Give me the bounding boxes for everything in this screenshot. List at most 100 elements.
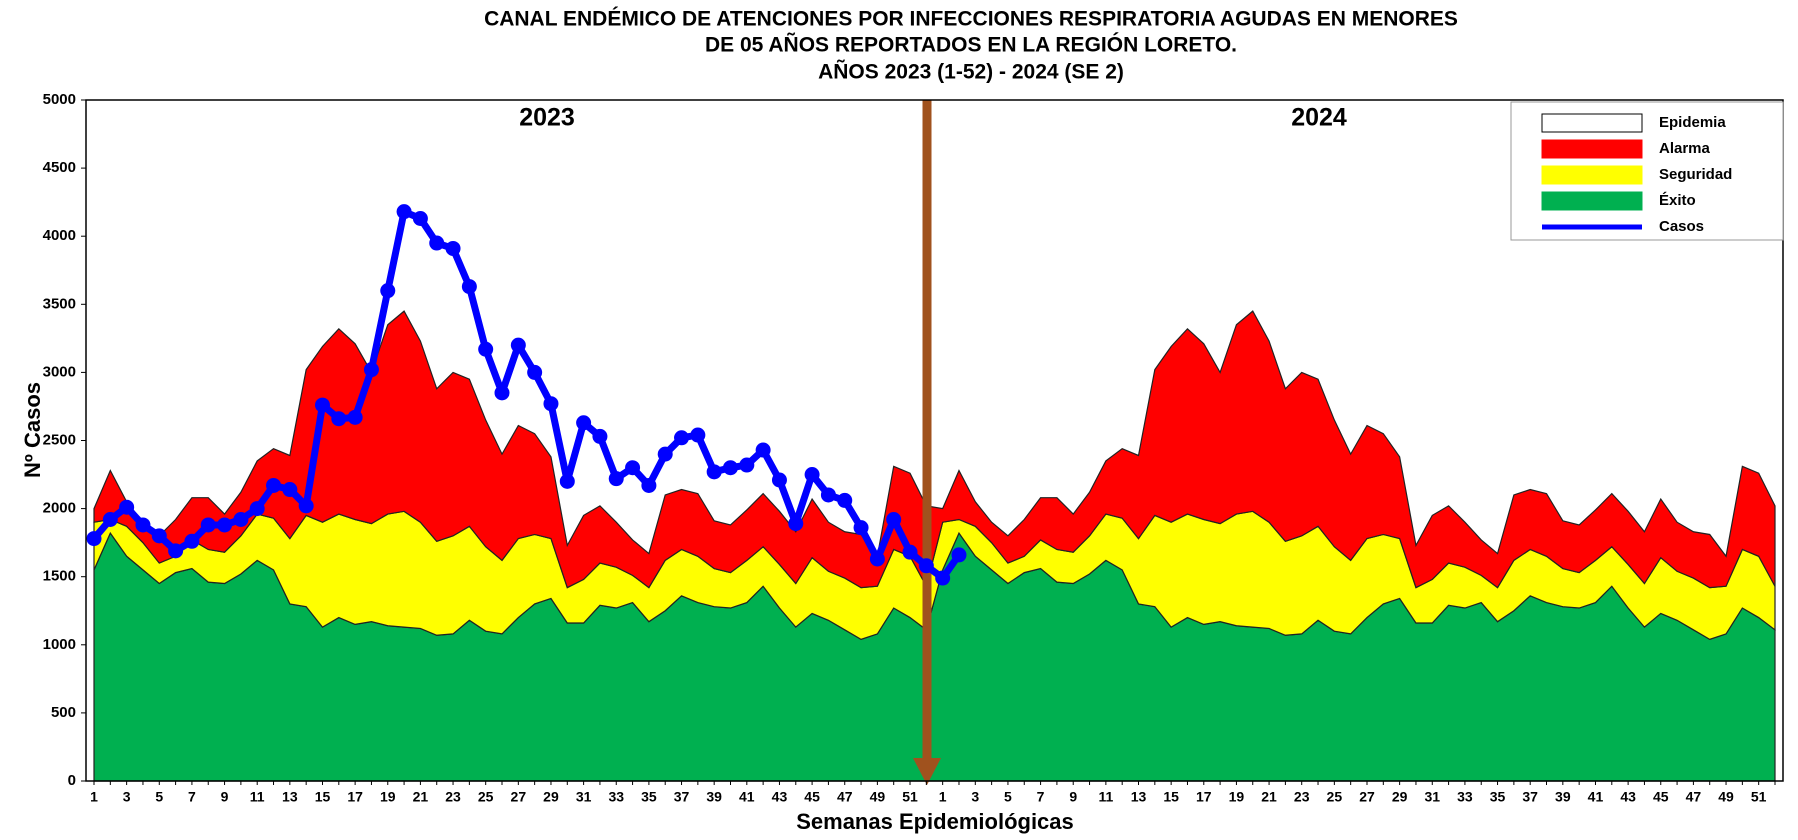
legend-label: Éxito <box>1659 192 1696 209</box>
x-tick-label: 7 <box>188 789 196 805</box>
x-tick-label: 47 <box>1686 789 1702 805</box>
marker <box>559 473 575 489</box>
x-tick-label: 37 <box>1522 789 1538 805</box>
y-tick-label: 5000 <box>43 91 76 108</box>
annotation: 2023 <box>519 104 575 132</box>
y-tick-label: 4000 <box>43 227 76 244</box>
marker <box>363 362 379 378</box>
marker <box>151 528 167 544</box>
marker <box>820 487 836 503</box>
marker <box>837 492 853 508</box>
marker <box>135 517 151 533</box>
x-tick-label: 45 <box>804 789 820 805</box>
x-tick-label: 35 <box>1490 789 1506 805</box>
x-tick-label: 41 <box>1588 789 1604 805</box>
x-tick-label: 25 <box>478 789 494 805</box>
legend-label: Alarma <box>1659 140 1711 157</box>
x-tick-label: 31 <box>1424 789 1440 805</box>
marker <box>690 427 706 443</box>
x-tick-label: 33 <box>608 789 624 805</box>
marker <box>119 499 135 515</box>
x-tick-label: 21 <box>413 789 429 805</box>
x-tick-label: 29 <box>543 789 559 805</box>
x-tick-label: 47 <box>837 789 853 805</box>
legend-label: Seguridad <box>1659 166 1732 183</box>
y-tick-label: 4500 <box>43 159 76 176</box>
x-tick-label: 51 <box>1751 789 1767 805</box>
marker <box>788 516 804 532</box>
legend-label: Casos <box>1659 218 1704 235</box>
marker <box>771 472 787 488</box>
chart-title: DE 05 AÑOS REPORTADOS EN LA REGIÓN LORET… <box>705 33 1237 57</box>
x-tick-label: 5 <box>1004 789 1012 805</box>
x-tick-label: 3 <box>971 789 979 805</box>
x-tick-label: 37 <box>674 789 690 805</box>
x-tick-label: 35 <box>641 789 657 805</box>
marker <box>755 442 771 458</box>
y-tick-label: 2000 <box>43 500 76 517</box>
marker <box>608 471 624 487</box>
x-tick-label: 27 <box>1359 789 1375 805</box>
chart-title: AÑOS 2023 (1-52) - 2024 (SE 2) <box>818 61 1124 84</box>
x-tick-label: 11 <box>1098 789 1113 805</box>
legend-swatch <box>1541 113 1643 133</box>
marker <box>200 517 216 533</box>
marker <box>380 283 396 299</box>
x-tick-label: 13 <box>1131 789 1147 805</box>
x-tick-label: 9 <box>221 789 229 805</box>
marker <box>314 397 330 413</box>
x-tick-label: 15 <box>1163 789 1179 805</box>
marker <box>935 570 951 586</box>
x-tick-label: 43 <box>772 789 788 805</box>
marker <box>510 337 526 353</box>
x-tick-label: 41 <box>739 789 755 805</box>
y-tick-label: 0 <box>68 772 76 789</box>
x-tick-label: 7 <box>1037 789 1045 805</box>
marker <box>804 467 820 483</box>
marker <box>902 544 918 560</box>
marker <box>706 464 722 480</box>
marker <box>494 385 510 401</box>
x-tick-label: 13 <box>282 789 298 805</box>
marker <box>429 235 445 251</box>
marker <box>461 279 477 295</box>
marker <box>739 457 755 473</box>
marker <box>853 520 869 536</box>
x-tick-label: 19 <box>380 789 396 805</box>
marker <box>657 446 673 462</box>
legend-swatch <box>1541 139 1643 159</box>
marker <box>168 543 184 559</box>
x-tick-label: 17 <box>1196 789 1212 805</box>
x-tick-label: 23 <box>445 789 461 805</box>
x-tick-label: 1 <box>939 789 947 805</box>
y-axis-title: Nº Casos <box>20 382 45 478</box>
x-tick-label: 17 <box>347 789 363 805</box>
x-tick-label: 1 <box>90 789 98 805</box>
x-tick-label: 39 <box>706 789 722 805</box>
marker <box>86 531 102 547</box>
x-tick-label: 19 <box>1229 789 1245 805</box>
legend-swatch <box>1541 165 1643 185</box>
marker <box>625 460 641 476</box>
x-tick-label: 33 <box>1457 789 1473 805</box>
marker <box>347 409 363 425</box>
x-tick-label: 45 <box>1653 789 1669 805</box>
marker <box>298 498 314 514</box>
marker <box>527 364 543 380</box>
x-tick-label: 11 <box>250 789 265 805</box>
y-tick-label: 3000 <box>43 363 76 380</box>
chart-title: CANAL ENDÉMICO DE ATENCIONES POR INFECCI… <box>484 8 1458 31</box>
annotation: 2024 <box>1291 104 1347 132</box>
y-tick-label: 2500 <box>43 431 76 448</box>
x-tick-label: 5 <box>155 789 163 805</box>
marker <box>249 501 265 517</box>
areas <box>93 310 1776 782</box>
y-tick-label: 500 <box>51 704 76 721</box>
x-tick-label: 39 <box>1555 789 1571 805</box>
divider-arrow-head <box>913 758 941 785</box>
marker <box>282 482 298 498</box>
marker <box>886 511 902 527</box>
marker <box>641 477 657 493</box>
